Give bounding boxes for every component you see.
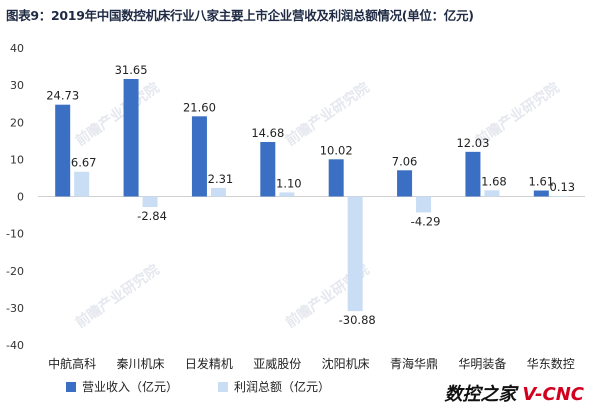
bar-profit [416, 196, 432, 213]
bar-profit [484, 190, 500, 197]
bar-profit [142, 196, 158, 208]
category-label: 日发精机 [185, 356, 233, 371]
bar-profit [552, 196, 568, 197]
y-tick-label: 0 [17, 191, 24, 204]
bar-revenue [123, 78, 139, 197]
data-label: 10.02 [320, 143, 353, 157]
data-label: 31.65 [115, 63, 148, 77]
y-tick-label: -30 [6, 302, 24, 315]
data-label: 6.67 [71, 156, 97, 170]
bar-revenue [465, 151, 481, 197]
watermark-text: 前瞻产业研究院 [282, 79, 372, 149]
watermark-text: 前瞻产业研究院 [72, 79, 162, 149]
category-label: 沈阳机床 [322, 356, 370, 371]
data-label: 0.13 [550, 180, 576, 194]
legend-label-revenue: 营业收入（亿元） [82, 379, 178, 394]
data-label: 2.31 [208, 172, 234, 186]
data-label: 1.61 [529, 175, 555, 189]
bar-profit [74, 171, 90, 197]
y-tick-label: 40 [10, 42, 24, 55]
y-tick-label: 30 [10, 79, 24, 92]
data-label: -2.84 [137, 209, 167, 223]
legend-swatch-profit [218, 382, 228, 392]
bar-revenue [55, 104, 71, 197]
bar-revenue [328, 159, 344, 197]
footer-brand-en: V-CNC [522, 384, 584, 405]
category-label: 华明装备 [458, 357, 506, 371]
legend-swatch-revenue [66, 382, 76, 392]
data-label: 1.68 [481, 174, 507, 188]
bar-revenue [191, 116, 207, 197]
data-label: 7.06 [392, 154, 418, 168]
category-label: 亚威股份 [253, 357, 301, 371]
footer-brand-cn: 数控之家 [444, 384, 517, 405]
category-label: 秦川机床 [117, 357, 165, 371]
y-tick-label: 20 [10, 116, 24, 129]
category-label: 中航高科 [48, 356, 96, 371]
data-label: 14.68 [251, 126, 284, 140]
bar-revenue [397, 170, 413, 197]
bar-profit [279, 192, 295, 197]
data-label: -30.88 [339, 313, 376, 327]
data-label: 12.03 [456, 136, 489, 150]
data-label: 1.10 [276, 176, 302, 190]
bar-profit [210, 187, 226, 197]
footer-logo: 数控之家 V-CNC [444, 380, 584, 406]
bar-profit [347, 196, 363, 312]
legend-label-profit: 利润总额（亿元） [234, 379, 330, 394]
watermark-text: 前瞻产业研究院 [72, 261, 162, 331]
chart-title: 图表9：2019年中国数控机床行业八家主要上市企业营收及利润总额情况(单位：亿元… [6, 8, 474, 23]
title-bar: 图表9：2019年中国数控机床行业八家主要上市企业营收及利润总额情况(单位：亿元… [0, 0, 590, 24]
y-tick-label: 10 [10, 153, 24, 166]
data-label: 24.73 [46, 89, 79, 103]
y-tick-label: -20 [6, 265, 24, 278]
y-tick-label: -10 [6, 228, 24, 241]
category-label: 华东数控 [527, 356, 575, 371]
data-label: 21.60 [183, 100, 216, 114]
bar-revenue [533, 190, 549, 197]
category-label: 青海华鼎 [390, 356, 438, 371]
data-label: -4.29 [411, 214, 441, 228]
y-tick-label: -40 [6, 339, 24, 352]
bar-revenue [260, 142, 276, 197]
